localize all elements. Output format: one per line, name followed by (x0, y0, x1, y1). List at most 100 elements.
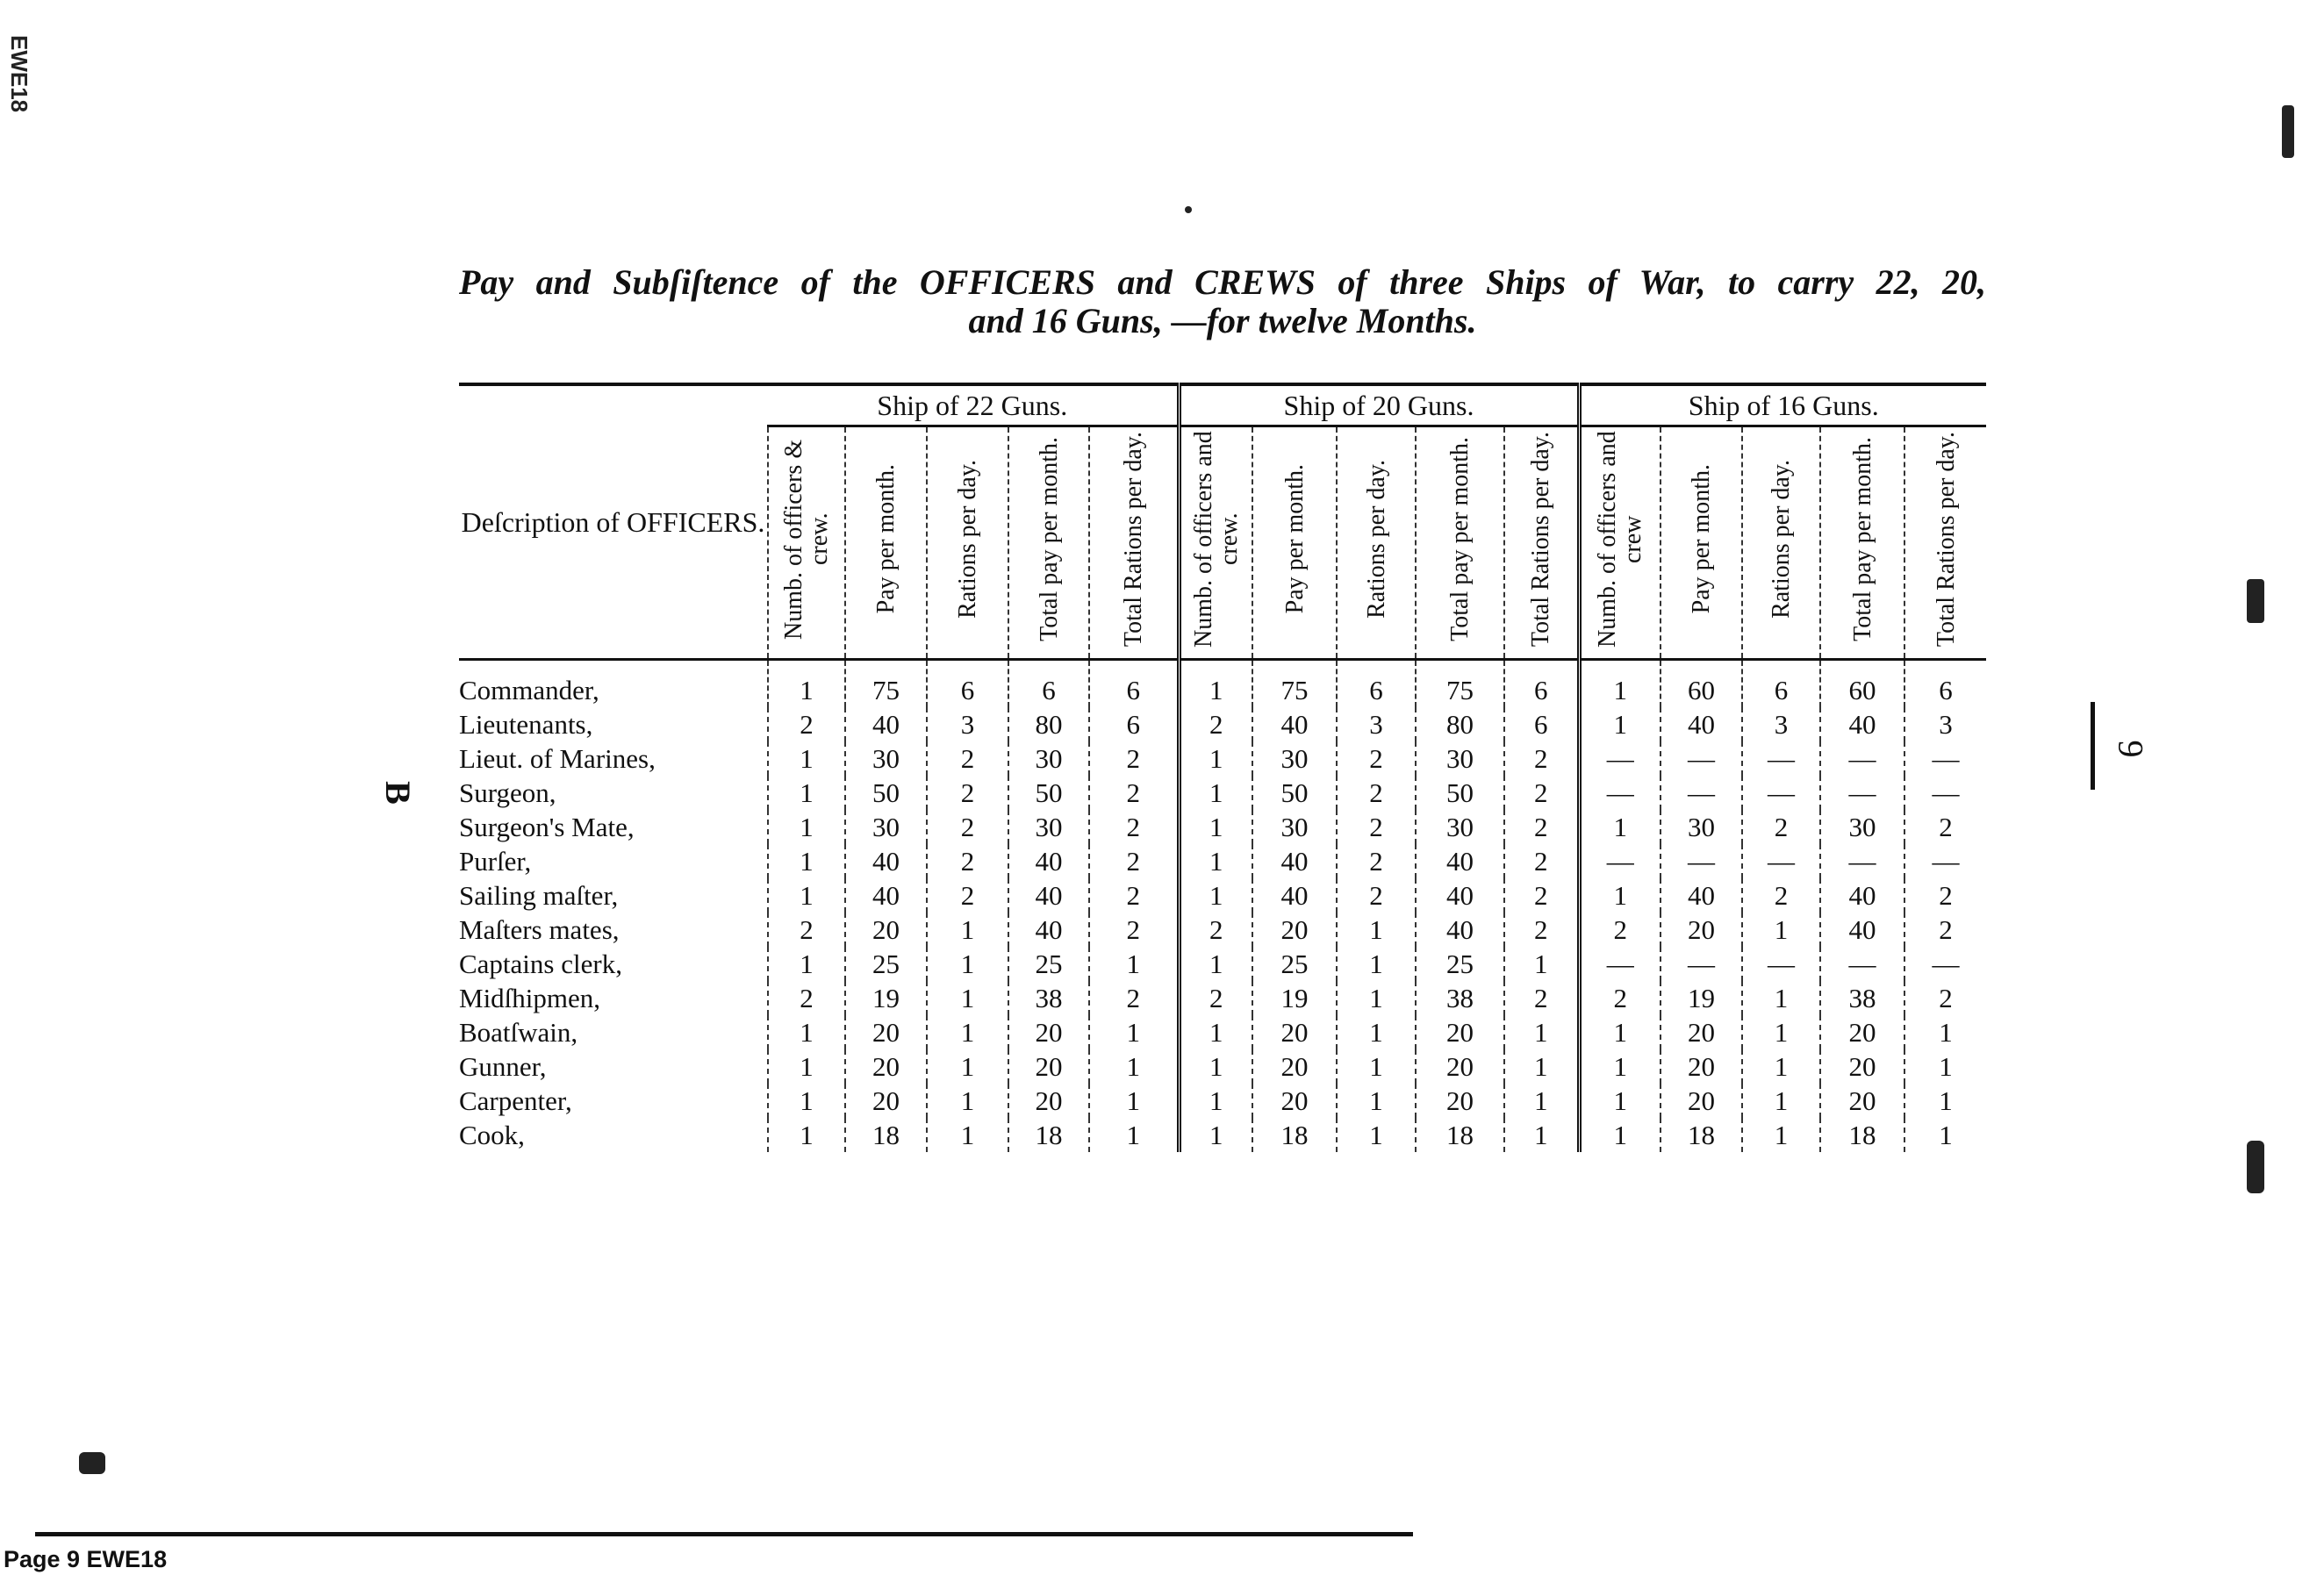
ship20-total-pay-per-month-cell: 80 (1415, 707, 1504, 741)
bottom-rule (35, 1532, 1413, 1536)
ship16-total-pay-per-month-cell: 20 (1819, 1015, 1904, 1049)
ship22-number-of-crew-cell: 1 (767, 1084, 845, 1118)
ship16-pay-per-month-cell: 30 (1660, 810, 1742, 844)
ship22-total-rations-per-day-cell: 2 (1088, 913, 1179, 947)
ship22-pay-per-month-cell: 40 (844, 878, 927, 913)
ship20-total-rations-per-day-cell: 2 (1503, 913, 1579, 947)
ship16-rations-per-day-cell: 6 (1741, 659, 1820, 707)
table-row: Surgeon's Mate, 1 30 2 30 2 1 30 2 30 2 1 30 2 30 2 (459, 810, 1986, 844)
ship16-total-rations-per-day-cell: 2 (1904, 878, 1986, 913)
ship-20-header: Ship of 20 Guns. (1176, 383, 1579, 427)
column-header-label: Total Rations per day. (1119, 431, 1147, 648)
ship20-pay-per-month-header: Pay per month. (1252, 426, 1337, 661)
officer-name: Gunner, (459, 1051, 547, 1082)
ship20-pay-per-month-cell: 19 (1252, 981, 1337, 1015)
ship20-total-pay-per-month-cell: 20 (1415, 1015, 1504, 1049)
ship22-rations-per-day-cell: 1 (926, 1015, 1008, 1049)
ship22-total-pay-per-month-cell: 6 (1008, 659, 1089, 707)
ship22-rations-per-day-cell: 1 (926, 981, 1008, 1015)
ship16-total-rations-per-day-cell: — (1904, 844, 1986, 878)
table-row: Carpenter, 1 20 1 20 1 1 20 1 20 1 1 20 1 20 1 (459, 1084, 1986, 1118)
officer-name: Surgeon, (459, 777, 556, 808)
ship20-total-pay-per-month-cell: 25 (1415, 947, 1504, 981)
ship22-pay-per-month-header: Pay per month. (844, 426, 927, 661)
ship22-total-pay-per-month-cell: 20 (1008, 1084, 1089, 1118)
ship16-rations-per-day-cell: 1 (1741, 981, 1820, 1015)
ship16-number-of-crew-cell: 1 (1576, 1015, 1661, 1049)
ship20-total-pay-per-month-cell: 20 (1415, 1084, 1504, 1118)
ship16-rations-per-day-cell: 1 (1741, 913, 1820, 947)
ship20-total-rations-per-day-cell: 1 (1503, 947, 1579, 981)
ship20-number-of-crew-cell: 1 (1176, 810, 1252, 844)
officer-name: Sailing maſter, (459, 880, 619, 911)
ship16-total-pay-per-month-cell: 30 (1819, 810, 1904, 844)
ship22-rations-per-day-cell: 6 (926, 659, 1008, 707)
ship16-number-of-crew-cell: — (1576, 741, 1661, 776)
page-number-rule (2091, 702, 2095, 790)
officer-name: Commander, (459, 675, 599, 705)
ship20-total-rations-per-day-cell: 2 (1503, 844, 1579, 878)
ship16-total-pay-per-month-cell: — (1819, 776, 1904, 810)
ship16-rations-per-day-cell: 1 (1741, 1118, 1820, 1152)
ship16-rations-per-day-cell: 2 (1741, 810, 1820, 844)
ship16-number-of-crew-header: Numb. of officers and crew (1576, 426, 1661, 661)
ship16-number-of-crew-cell: 1 (1576, 878, 1661, 913)
ship16-pay-per-month-cell: 40 (1660, 878, 1742, 913)
ship16-total-pay-per-month-cell: 40 (1819, 878, 1904, 913)
ship16-total-pay-per-month-cell: 60 (1819, 659, 1904, 707)
scan-speck (2247, 1141, 2264, 1193)
ship16-number-of-crew-cell: 1 (1576, 1118, 1661, 1152)
ship22-total-rations-per-day-cell: 1 (1088, 1049, 1179, 1084)
ship16-pay-per-month-cell: — (1660, 741, 1742, 776)
officer-name: Maſters mates, (459, 914, 620, 945)
ship16-pay-per-month-cell: 60 (1660, 659, 1742, 707)
ship16-pay-per-month-cell: 20 (1660, 1049, 1742, 1084)
ship22-total-pay-per-month-cell: 40 (1008, 878, 1089, 913)
ship22-rations-per-day-cell: 2 (926, 844, 1008, 878)
ship22-rations-per-day-cell: 1 (926, 1049, 1008, 1084)
ship22-pay-per-month-cell: 75 (844, 659, 927, 707)
table-row: Surgeon, 1 50 2 50 2 1 50 2 50 2— — — — — (459, 776, 1986, 810)
ship22-pay-per-month-cell: 40 (844, 707, 927, 741)
ship20-pay-per-month-cell: 20 (1252, 1049, 1337, 1084)
ship20-total-rations-per-day-cell: 6 (1503, 707, 1579, 741)
table-row: Midſhipmen, 2 19 1 38 2 2 19 1 38 2 2 19 1 38 2 (459, 981, 1986, 1015)
ship22-total-pay-per-month-cell: 18 (1008, 1118, 1089, 1152)
ship20-rations-per-day-cell: 6 (1336, 659, 1416, 707)
ship20-number-of-crew-cell: 1 (1176, 947, 1252, 981)
ship20-rations-per-day-cell: 2 (1336, 878, 1416, 913)
ship22-total-rations-per-day-header: Total Rations per day. (1088, 426, 1179, 661)
ship20-total-pay-per-month-cell: 18 (1415, 1118, 1504, 1152)
ship20-total-pay-per-month-cell: 40 (1415, 878, 1504, 913)
table-row: Gunner, 1 20 1 20 1 1 20 1 20 1 1 20 1 20 1 (459, 1049, 1986, 1084)
column-header-label: Total pay per month. (1848, 437, 1876, 641)
ship22-number-of-crew-cell: 1 (767, 776, 845, 810)
ship22-pay-per-month-cell: 20 (844, 913, 927, 947)
column-header-label: Total pay per month. (1035, 437, 1063, 641)
column-header-label: Pay per month. (1280, 464, 1309, 614)
ship20-rations-per-day-cell: 1 (1336, 947, 1416, 981)
ship22-rations-per-day-cell: 2 (926, 776, 1008, 810)
ship20-total-rations-per-day-cell: 2 (1503, 776, 1579, 810)
table-row: Cook, 1 18 1 18 1 1 18 1 18 1 1 18 1 18 1 (459, 1118, 1986, 1152)
column-header-label: Total pay per month. (1446, 437, 1474, 641)
ship20-number-of-crew-cell: 1 (1176, 741, 1252, 776)
ship20-rations-per-day-cell: 2 (1336, 776, 1416, 810)
page-footer: Page 9 EWE18 (4, 1546, 168, 1572)
scan-speck (2247, 579, 2264, 623)
ship16-number-of-crew-cell: — (1576, 947, 1661, 981)
officer-name: Cook, (459, 1120, 525, 1150)
ship20-total-rations-per-day-cell: 2 (1503, 981, 1579, 1015)
ship22-total-pay-per-month-cell: 40 (1008, 913, 1089, 947)
ship16-total-pay-per-month-cell: — (1819, 947, 1904, 981)
ship16-pay-per-month-cell: — (1660, 844, 1742, 878)
ship22-number-of-crew-cell: 1 (767, 947, 845, 981)
ship22-rations-per-day-cell: 1 (926, 1084, 1008, 1118)
ship16-total-pay-per-month-cell: 38 (1819, 981, 1904, 1015)
ship20-total-rations-per-day-cell: 1 (1503, 1084, 1579, 1118)
ship16-total-rations-per-day-cell: 6 (1904, 659, 1986, 707)
ship16-number-of-crew-cell: 2 (1576, 981, 1661, 1015)
ship16-total-pay-per-month-cell: — (1819, 844, 1904, 878)
ship16-pay-per-month-header: Pay per month. (1660, 426, 1742, 661)
page-number: 9 (2111, 740, 2151, 758)
